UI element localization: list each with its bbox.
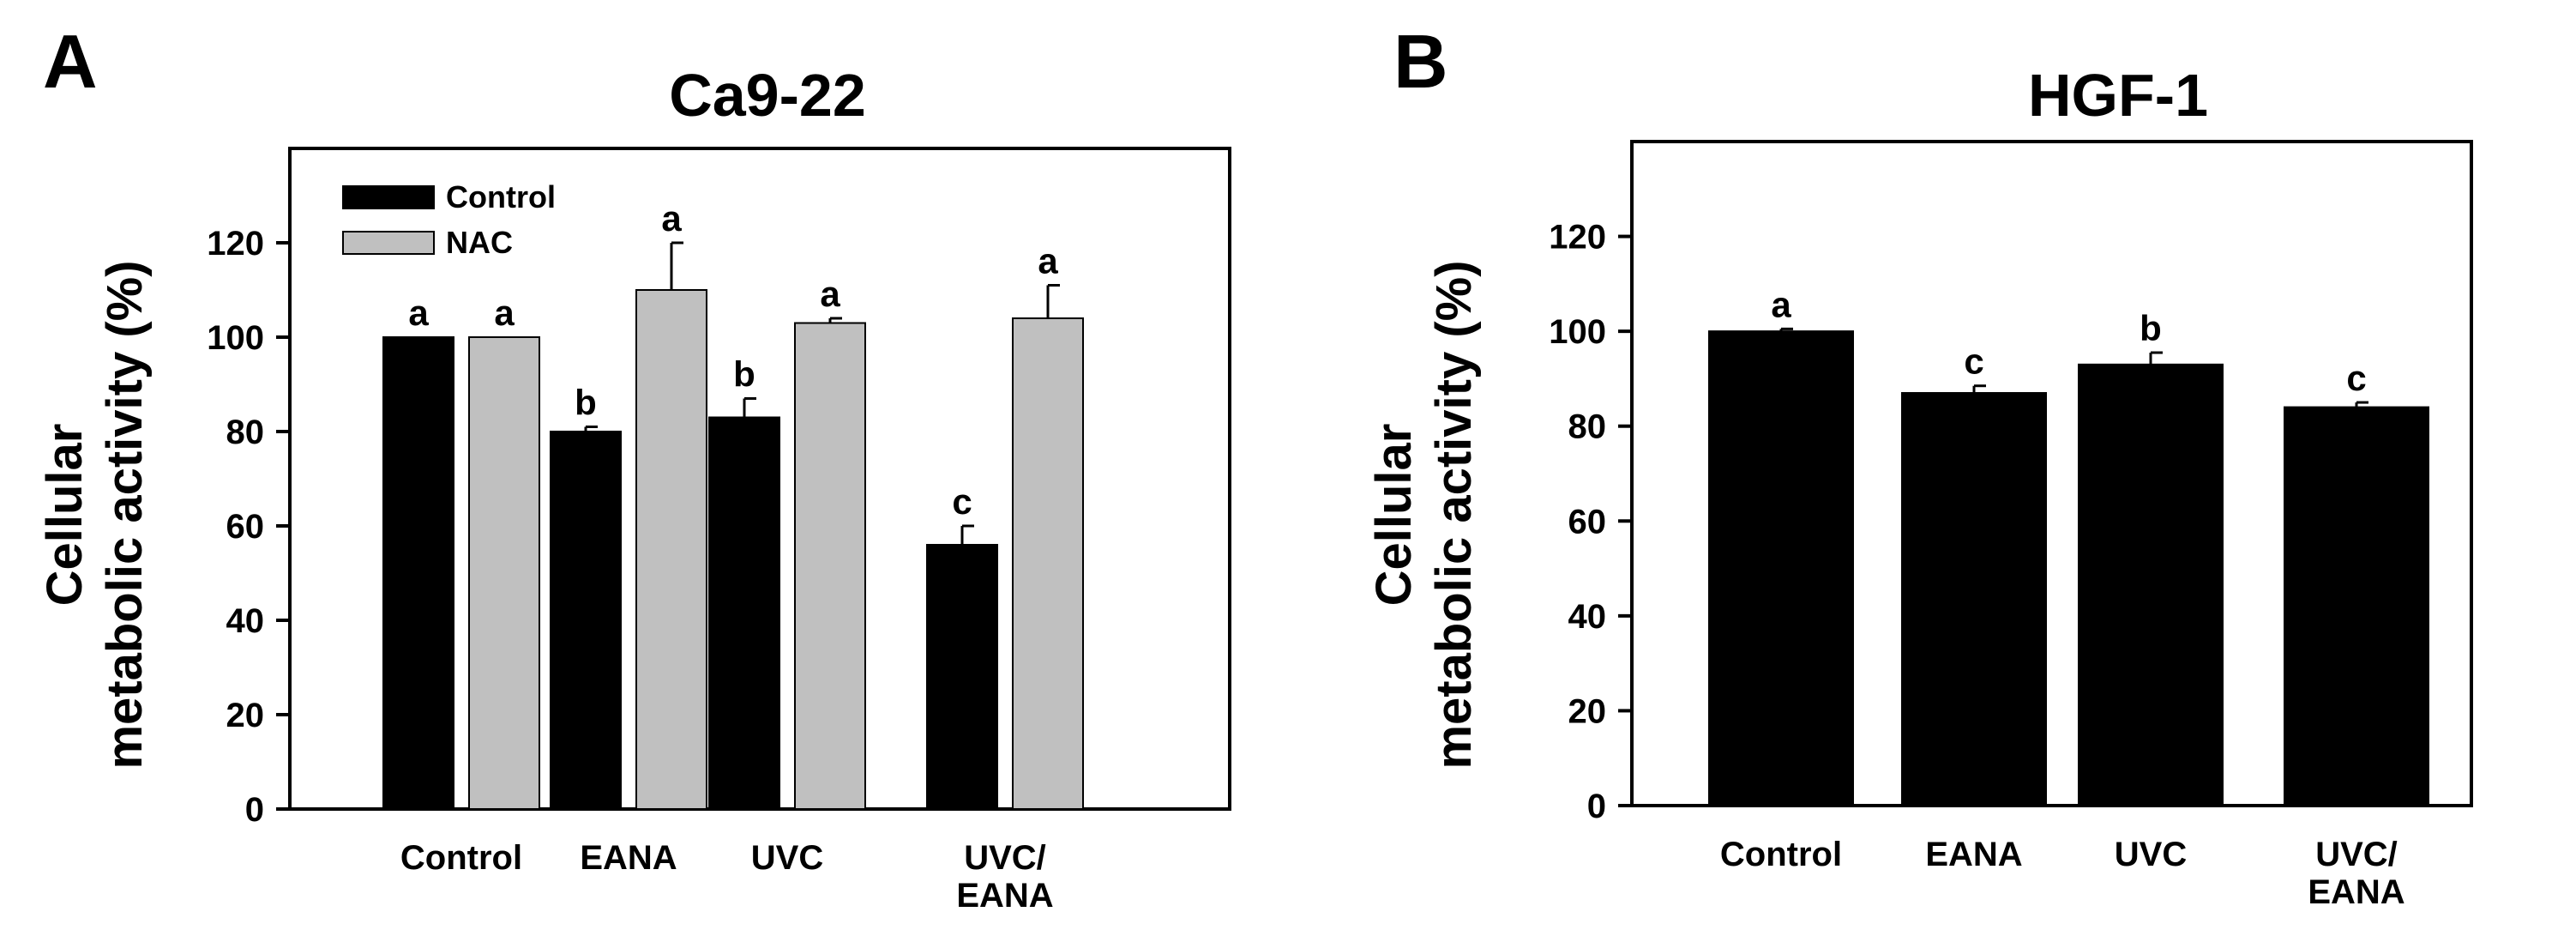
y-tick-label: 120 — [1549, 219, 1606, 257]
y-tick-label: 100 — [1549, 313, 1606, 351]
significance-letter: a — [494, 293, 515, 333]
significance-letter: c — [2346, 358, 2366, 398]
significance-letter: b — [575, 383, 597, 423]
bar — [382, 336, 454, 810]
significance-letter: b — [2140, 308, 2162, 348]
significance-letter: a — [1038, 241, 1058, 281]
y-tick-label: 100 — [207, 319, 264, 357]
y-tick-label: 0 — [245, 791, 264, 829]
y-tick-label: 60 — [1568, 503, 1607, 540]
y-axis-label-line: metabolic activity (%) — [97, 260, 153, 769]
y-axis-label-line: metabolic activity (%) — [1426, 260, 1482, 769]
y-tick-label: 40 — [1568, 598, 1607, 636]
y-axis-label-line: Cellular — [1366, 424, 1422, 607]
y-tick-label: 60 — [226, 508, 265, 546]
x-category-label: UVC/ — [2315, 836, 2398, 873]
bar — [1708, 330, 1854, 806]
bar — [468, 336, 540, 810]
y-tick-label: 20 — [1568, 692, 1607, 730]
y-tick-label: 40 — [226, 602, 265, 640]
bar — [926, 544, 998, 810]
legend-swatch — [342, 185, 435, 209]
x-category-label: EANA — [1925, 836, 2022, 873]
x-category-label: UVC/ — [964, 839, 1046, 877]
y-tick-label: 20 — [226, 697, 265, 734]
bar — [708, 416, 780, 810]
y-tick-label: 120 — [207, 225, 264, 263]
bar — [635, 289, 707, 810]
bar — [550, 431, 622, 810]
bar — [2078, 363, 2224, 807]
panel-b-letter: B — [1393, 19, 1448, 104]
x-category-label: UVC — [2115, 836, 2187, 873]
x-category-label: Control — [1720, 836, 1842, 873]
bar — [1901, 392, 2047, 806]
x-category-label: EANA — [956, 877, 1053, 915]
x-category-label: EANA — [580, 839, 677, 877]
y-tick-label: 80 — [1568, 408, 1607, 446]
bar — [794, 322, 866, 810]
significance-letter: a — [1771, 284, 1791, 324]
plot-frame — [1630, 140, 2473, 807]
panel-a-letter: A — [43, 19, 98, 104]
legend-label: Control — [446, 179, 556, 214]
chart-title: Ca9-22 — [669, 62, 866, 129]
bar — [2284, 406, 2429, 806]
significance-letter: a — [408, 293, 429, 333]
significance-letter: c — [1964, 341, 1983, 382]
significance-letter: a — [820, 274, 840, 314]
panel-a-chart: A Ca9-22 Cellular metabolic activity (%) 0 20… — [37, 19, 1231, 915]
x-category-label: EANA — [2308, 873, 2404, 911]
legend: Control NAC — [342, 179, 556, 260]
y-tick-label: 80 — [226, 414, 265, 451]
x-category-label: Control — [400, 839, 522, 877]
panel-b-chart: B HGF-1 Cellular metabolic activity (%) 0 20 4… — [1366, 19, 2473, 911]
significance-letter: a — [661, 198, 682, 239]
significance-letter: c — [952, 481, 972, 522]
y-axis-label-line: Cellular — [37, 424, 93, 607]
legend-label: NAC — [446, 225, 513, 260]
x-category-label: UVC — [751, 839, 823, 877]
legend-swatch — [342, 231, 435, 255]
chart-title: HGF-1 — [2028, 62, 2208, 129]
bar — [1012, 317, 1084, 810]
y-tick-label: 0 — [1587, 788, 1606, 825]
significance-letter: b — [733, 354, 755, 395]
